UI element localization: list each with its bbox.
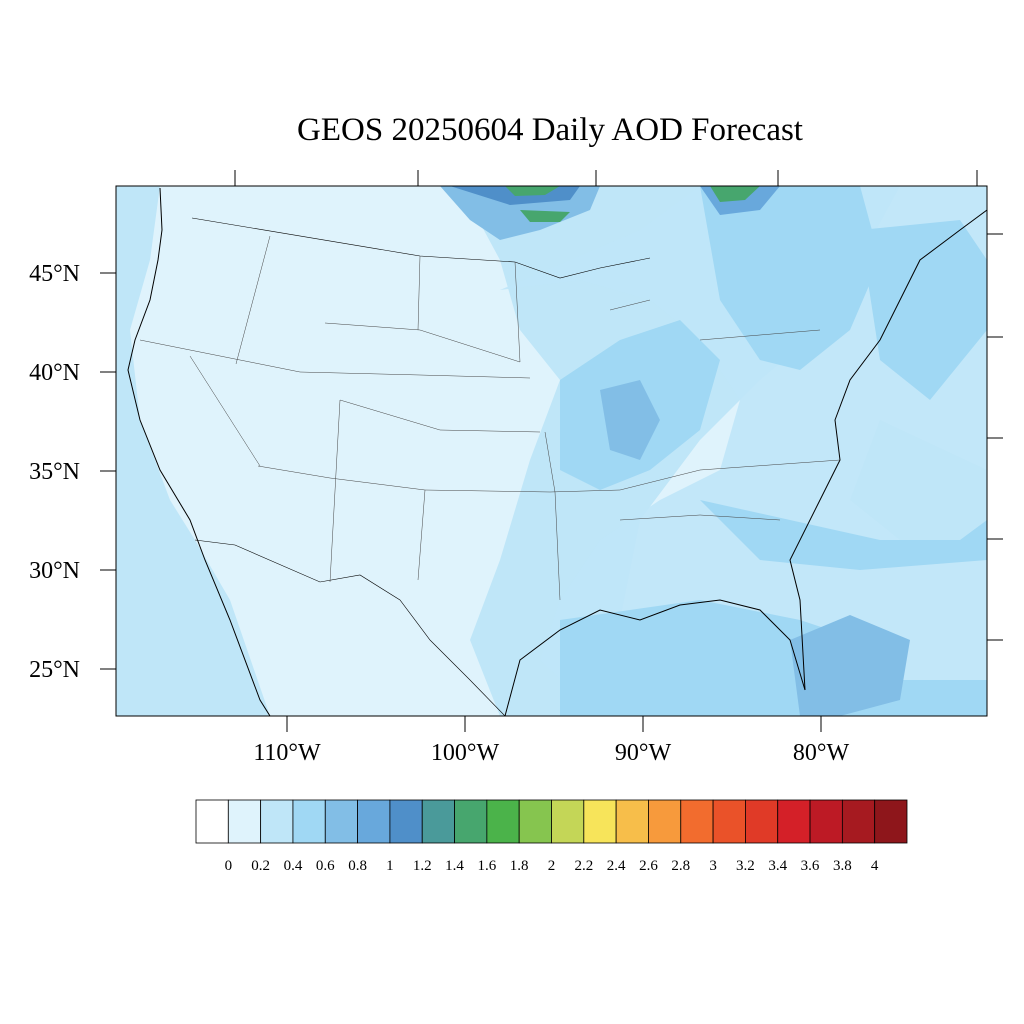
colorbar-label: 0.6 bbox=[316, 858, 335, 874]
state-lines bbox=[139, 235, 841, 601]
lon-label: 80°W bbox=[793, 740, 850, 766]
colorbar-swatch bbox=[615, 799, 649, 844]
lat-label: 35°N bbox=[29, 459, 80, 485]
colorbar-label: 1.8 bbox=[510, 858, 529, 874]
colorbar-swatch bbox=[195, 799, 229, 844]
colorbar bbox=[195, 799, 908, 844]
colorbar-label: 2.6 bbox=[639, 858, 658, 874]
colorbar-label: 1 bbox=[386, 858, 394, 874]
coastline-gulf bbox=[504, 599, 806, 716]
colorbar-label: 3.8 bbox=[833, 858, 852, 874]
colorbar-swatch bbox=[324, 799, 358, 844]
colorbar-label: 2 bbox=[548, 858, 556, 874]
mexico-border bbox=[194, 539, 506, 716]
colorbar-swatch bbox=[518, 799, 552, 844]
colorbar-swatch bbox=[874, 799, 908, 844]
colorbar-label: 3 bbox=[709, 858, 717, 874]
colorbar-swatch bbox=[583, 799, 617, 844]
map-title: GEOS 20250604 Daily AOD Forecast bbox=[297, 112, 803, 148]
colorbar-swatch bbox=[454, 799, 488, 844]
lat-label: 45°N bbox=[29, 261, 80, 287]
colorbar-swatch bbox=[745, 799, 779, 844]
colorbar-swatch bbox=[357, 799, 391, 844]
colorbar-swatch bbox=[227, 799, 262, 844]
lat-labels: 45°N 40°N 35°N 30°N 25°N bbox=[29, 261, 80, 683]
lon-label: 100°W bbox=[431, 740, 500, 766]
coastline bbox=[127, 187, 271, 716]
colorbar-label: 2.2 bbox=[574, 858, 593, 874]
aod-field bbox=[116, 186, 987, 716]
colorbar-label: 0.4 bbox=[284, 858, 303, 874]
lon-label: 110°W bbox=[253, 740, 321, 766]
colorbar-label: 0.8 bbox=[348, 858, 367, 874]
colorbar-labels: 0 0.2 0.4 0.6 0.8 1 1.2 1.4 1.6 1.8 2 2.2 2.4 2.6 2.8 3… bbox=[225, 858, 879, 874]
colorbar-label: 3.6 bbox=[801, 858, 820, 874]
axis-ticks bbox=[100, 170, 1003, 732]
colorbar-swatch bbox=[648, 799, 682, 844]
lat-label: 25°N bbox=[29, 657, 80, 683]
colorbar-label: 1.2 bbox=[413, 858, 432, 874]
colorbar-label: 1.6 bbox=[477, 858, 496, 874]
colorbar-label: 2.8 bbox=[671, 858, 690, 874]
lat-label: 40°N bbox=[29, 360, 80, 386]
colorbar-swatch bbox=[486, 799, 520, 844]
boundaries bbox=[127, 187, 987, 716]
colorbar-label: 0.2 bbox=[251, 858, 270, 874]
lat-label: 30°N bbox=[29, 558, 80, 584]
colorbar-label: 1.4 bbox=[445, 858, 464, 874]
colorbar-label: 3.4 bbox=[768, 858, 787, 874]
map-frame bbox=[115, 185, 988, 717]
colorbar-swatch bbox=[777, 799, 811, 844]
lon-labels: 110°W 100°W 90°W 80°W bbox=[253, 740, 849, 766]
colorbar-label: 0 bbox=[225, 858, 233, 874]
colorbar-label: 3.2 bbox=[736, 858, 755, 874]
colorbar-label: 2.4 bbox=[607, 858, 626, 874]
colorbar-swatch bbox=[260, 799, 294, 844]
colorbar-label: 4 bbox=[871, 858, 879, 874]
colorbar-swatch bbox=[389, 799, 423, 844]
colorbar-swatch bbox=[712, 799, 746, 844]
coastline-atlantic bbox=[789, 209, 987, 691]
colorbar-swatch bbox=[551, 799, 585, 844]
colorbar-swatch bbox=[421, 799, 455, 844]
canada-border bbox=[191, 217, 651, 279]
colorbar-swatch bbox=[841, 799, 876, 844]
colorbar-swatch bbox=[292, 799, 326, 844]
colorbar-swatch bbox=[680, 799, 714, 844]
colorbar-swatch bbox=[809, 799, 843, 844]
lon-label: 90°W bbox=[615, 740, 672, 766]
